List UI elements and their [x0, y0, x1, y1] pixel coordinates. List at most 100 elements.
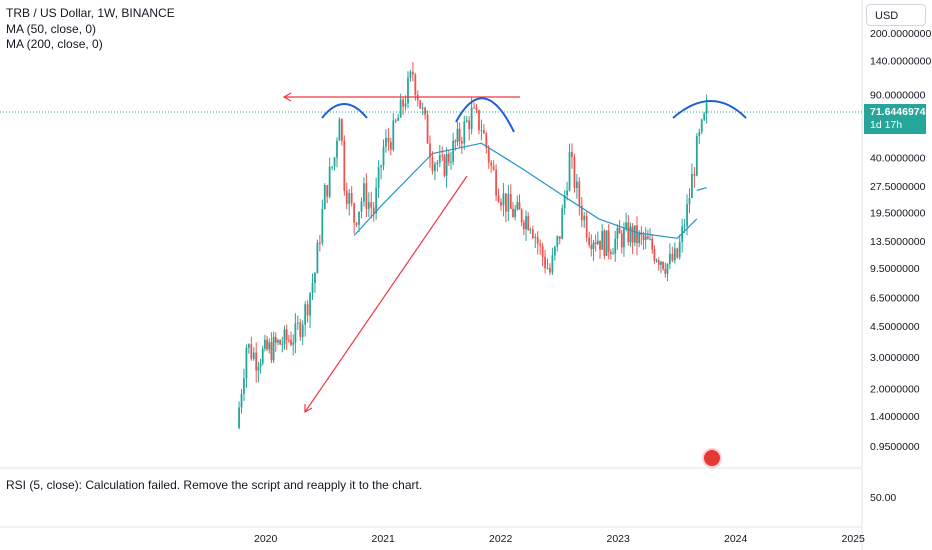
us-flag-icon[interactable]	[702, 448, 722, 468]
candle-body	[285, 329, 288, 340]
ma50-line	[696, 187, 707, 192]
candle-body	[616, 227, 619, 239]
candle-body	[653, 249, 656, 261]
candle-body	[695, 136, 698, 176]
candle-body	[340, 119, 343, 141]
candle-body	[468, 120, 471, 130]
candle-body	[502, 193, 505, 206]
candle-body	[673, 248, 676, 261]
candle-body	[328, 166, 331, 197]
candle-body	[590, 244, 593, 249]
price-tick-label: 13.5000000	[870, 236, 926, 248]
candle-body	[700, 119, 703, 132]
candle-body	[416, 94, 419, 101]
candle-body	[551, 255, 554, 273]
candle-body	[419, 100, 422, 109]
candle-body	[683, 226, 686, 228]
bar-countdown: 1d 17h	[870, 119, 903, 131]
time-tick-label: 2022	[489, 533, 513, 545]
candle-body	[614, 238, 617, 254]
candle-body	[531, 229, 534, 238]
candle-body	[625, 222, 628, 229]
price-axis: 200.0000000 140.0000000 90.0000000 40.00000…	[870, 28, 931, 453]
candle-body	[649, 238, 651, 240]
time-tick-label: 2024	[724, 533, 748, 545]
candle-body	[283, 329, 286, 345]
candle-body	[404, 103, 407, 107]
candle-body	[651, 238, 654, 250]
candle-body	[636, 225, 638, 244]
candle-body	[664, 269, 667, 274]
time-tick-label: 2021	[372, 533, 396, 545]
candle-body	[578, 181, 581, 206]
price-tick-label: 19.5000000	[870, 208, 926, 220]
symbol-title[interactable]: TRB / US Dollar, 1W, BINANCE	[6, 6, 175, 20]
candle-body	[261, 348, 264, 364]
candle-body	[402, 99, 404, 107]
candle-body	[566, 190, 568, 196]
resistance-arrow-head	[282, 92, 292, 102]
candle-body	[475, 107, 478, 111]
candle-body	[268, 342, 271, 350]
candle-body	[385, 137, 387, 147]
candle-body	[669, 253, 671, 264]
candle-body	[358, 211, 360, 225]
candle-body	[372, 207, 375, 214]
ma200-label[interactable]: MA (200, close, 0)	[6, 37, 103, 51]
candle-body	[522, 222, 525, 230]
legend: TRB / US Dollar, 1W, BINANCE MA (50, clo…	[6, 6, 175, 53]
candle-body	[666, 263, 669, 274]
candle-body	[525, 216, 527, 230]
candle-body	[599, 240, 601, 250]
candle-body	[507, 194, 510, 212]
candle-body	[465, 120, 468, 122]
currency-button[interactable]: USD	[866, 4, 926, 26]
candle-body	[627, 222, 630, 243]
candle-body	[397, 117, 400, 121]
candle-body	[485, 133, 488, 148]
candle-body	[478, 110, 480, 131]
candle-body	[607, 230, 610, 252]
candle-body	[382, 146, 385, 166]
candle-body	[458, 128, 461, 142]
candle-body	[277, 340, 279, 343]
candle-body	[264, 339, 266, 349]
candle-body	[456, 128, 459, 143]
candle-body	[512, 208, 514, 217]
candle-body	[504, 193, 507, 212]
candle-body	[676, 248, 679, 258]
candle-body	[698, 131, 701, 137]
candle-body	[392, 120, 395, 150]
price-tick-label: 40.0000000	[870, 152, 926, 164]
candle-body	[497, 195, 500, 202]
candle-body	[436, 162, 439, 165]
candle-body	[487, 147, 490, 163]
candle-body	[561, 208, 564, 240]
candle-body	[243, 378, 245, 394]
annotations	[282, 92, 747, 414]
candle-body	[316, 242, 319, 274]
candle-body	[409, 71, 412, 78]
candle-body	[429, 143, 431, 158]
candle-body	[662, 261, 665, 270]
candle-body	[450, 161, 452, 163]
candle-body	[441, 155, 444, 157]
candle-body	[380, 165, 382, 168]
candle-body	[259, 363, 262, 367]
candle-body	[495, 169, 498, 196]
candle-body	[321, 209, 324, 243]
candle-body	[691, 174, 693, 198]
rsi-error-message: RSI (5, close): Calculation failed. Remo…	[6, 478, 423, 492]
candle-body	[367, 202, 370, 209]
candle-body	[426, 114, 429, 144]
ma50-label[interactable]: MA (50, close, 0)	[6, 21, 97, 36]
candle-body	[592, 242, 595, 249]
current-price-value: 71.6446974	[870, 106, 926, 118]
candle-body	[314, 273, 316, 284]
candle-body	[601, 230, 604, 250]
candle-body	[594, 242, 597, 245]
candle-body	[252, 352, 255, 359]
candle-body	[399, 99, 402, 118]
candle-body	[414, 74, 417, 95]
